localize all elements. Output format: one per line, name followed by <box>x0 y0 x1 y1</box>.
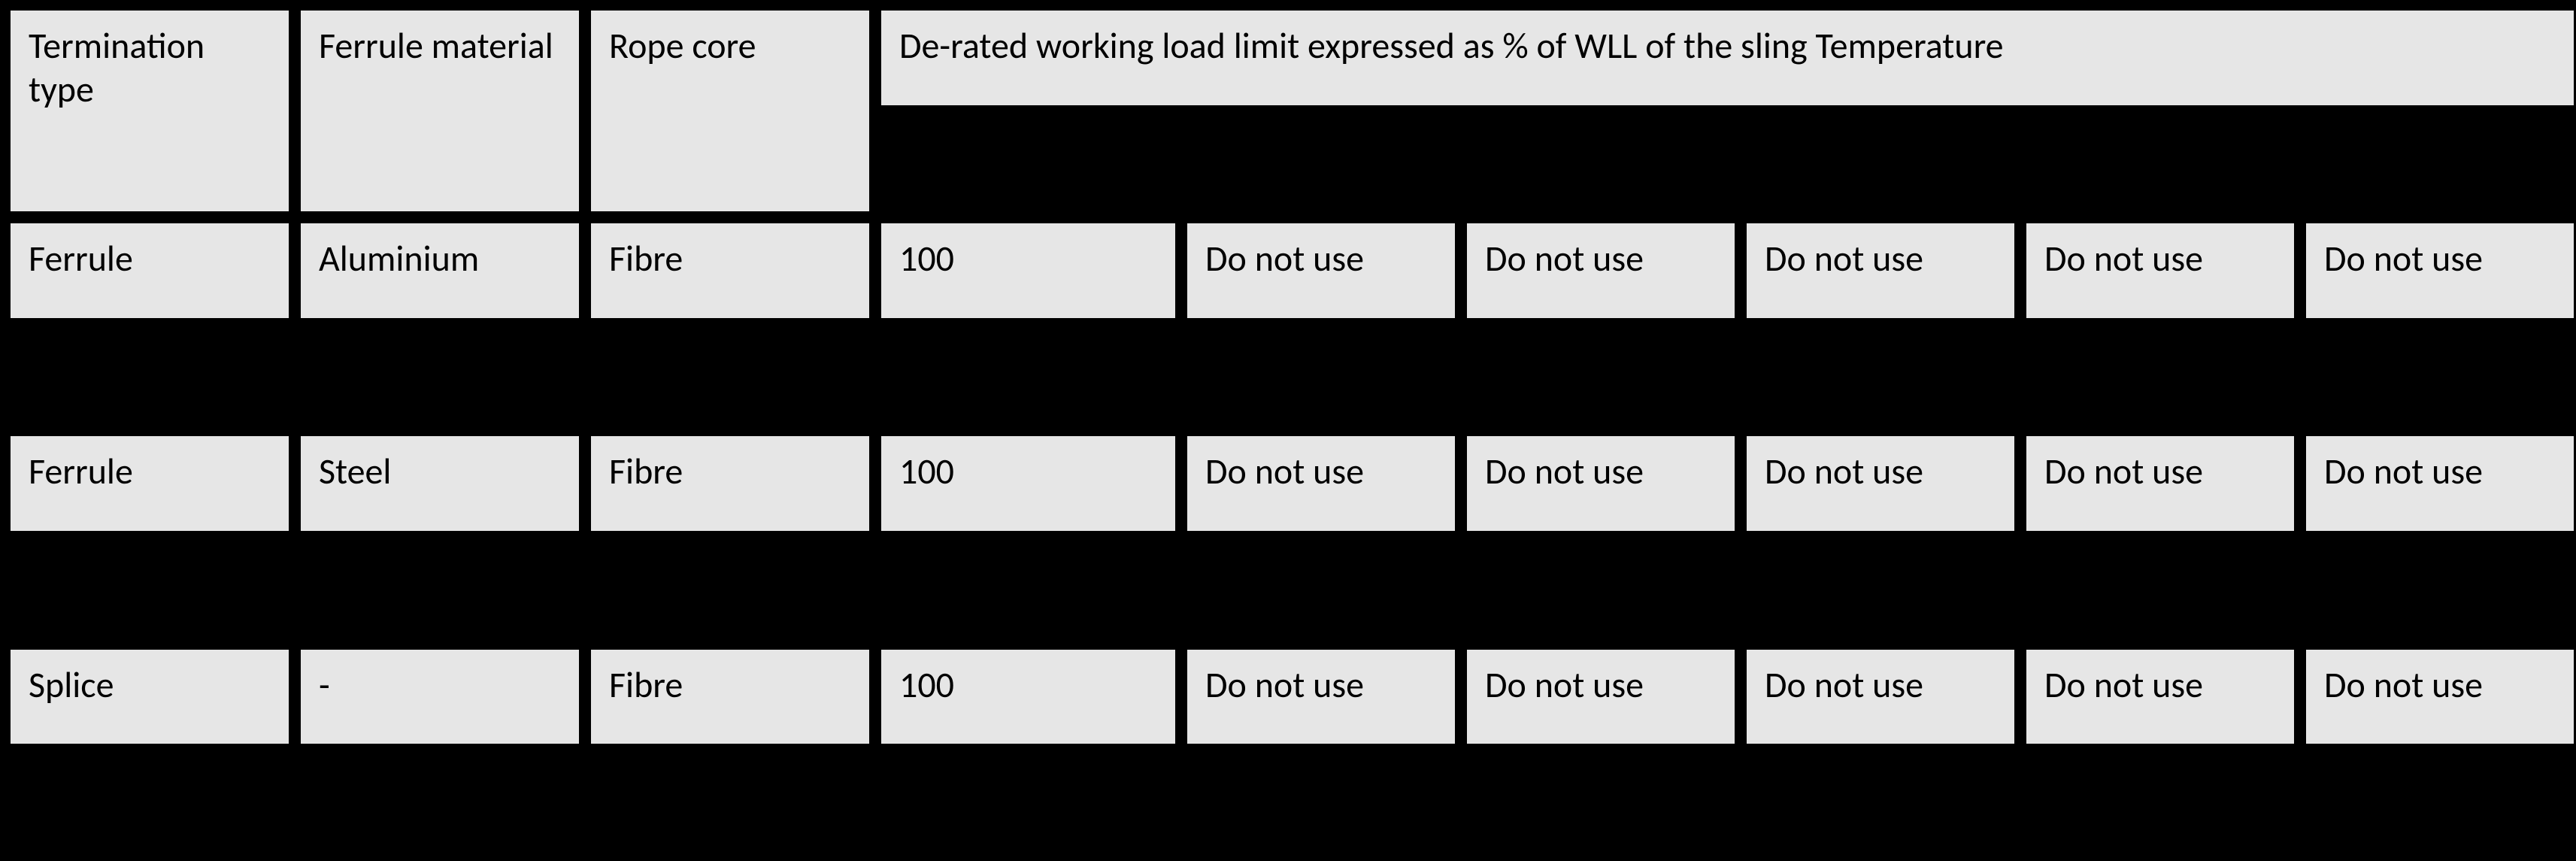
cell-value: 100 <box>880 222 1177 320</box>
cell-value: Do not use <box>2025 541 2296 639</box>
table-header-row: Termination type Ferrule material Rope c… <box>9 9 2575 107</box>
cell-value: 100 <box>880 435 1177 532</box>
cell-value: Do not use <box>2305 222 2575 320</box>
cell-value: Do not use <box>1186 648 1456 746</box>
col-header-ferrule-material: Ferrule material <box>299 9 580 213</box>
temp-range-6: 400°+ <box>2305 116 2575 214</box>
cell-value: Do not use <box>2025 648 2296 746</box>
cell-value: Do not use <box>1745 329 2016 426</box>
cell-rope-core: Steel <box>589 541 871 639</box>
col-header-derated-wll: De-rated working load limit expressed as… <box>880 9 2575 107</box>
temp-range-5: 300° - 400° <box>2025 116 2296 214</box>
cell-rope-core: Steel <box>589 754 871 852</box>
cell-value: 100 <box>1186 329 1456 426</box>
cell-value: Do not use <box>1745 222 2016 320</box>
cell-rope-core: Fibre <box>589 648 871 746</box>
cell-ferrule-material: Aluminium <box>299 222 580 320</box>
cell-rope-core: Fibre <box>589 435 871 532</box>
cell-value: Do not use <box>2025 435 2296 532</box>
cell-value: 75 <box>1465 754 1736 852</box>
table-row: Ferrule Steel Fibre 100 Do not use Do no… <box>9 435 2575 532</box>
temp-range-4: 200° - 300° <box>1745 116 2016 214</box>
cell-value: Do not use <box>2025 329 2296 426</box>
cell-termination: Ferrule <box>9 541 290 639</box>
cell-value: 100 <box>880 541 1177 639</box>
cell-value: Do not use <box>2025 754 2296 852</box>
cell-value: 100 <box>880 329 1177 426</box>
cell-value: Do not use <box>2025 222 2296 320</box>
cell-value: Do not use <box>2305 541 2575 639</box>
cell-value: 65 <box>1745 754 2016 852</box>
cell-termination: Splice <box>9 648 290 746</box>
cell-value: Do not use <box>1465 329 1736 426</box>
col-header-termination: Termination type <box>9 9 290 213</box>
temp-range-3: 150° - 200° <box>1465 116 1736 214</box>
cell-value: Do not use <box>2305 329 2575 426</box>
cell-value: 65 <box>1745 541 2016 639</box>
cell-rope-core: Fibre <box>589 222 871 320</box>
cell-termination: Splice <box>9 754 290 852</box>
table-row: Ferrule Aluminium Steel 100 100 Do not u… <box>9 329 2575 426</box>
cell-value: Do not use <box>1745 435 2016 532</box>
temp-range-1: -40° - 100° <box>880 116 1177 214</box>
table-row: Ferrule Steel Steel 100 90 75 65 Do not … <box>9 541 2575 639</box>
cell-termination: Ferrule <box>9 435 290 532</box>
cell-ferrule-material: Aluminium <box>299 329 580 426</box>
cell-termination: Ferrule <box>9 222 290 320</box>
cell-ferrule-material: Steel <box>299 435 580 532</box>
table-row: Ferrule Aluminium Fibre 100 Do not use D… <box>9 222 2575 320</box>
cell-value: Do not use <box>1186 435 1456 532</box>
cell-value: Do not use <box>2305 435 2575 532</box>
table-row: Splice - Steel 100 90 75 65 Do not use D… <box>9 754 2575 852</box>
cell-value: Do not use <box>2305 754 2575 852</box>
cell-value: Do not use <box>1465 435 1736 532</box>
col-header-rope-core: Rope core <box>589 9 871 213</box>
cell-ferrule-material: - <box>299 648 580 746</box>
cell-value: Do not use <box>1465 648 1736 746</box>
cell-rope-core: Steel <box>589 329 871 426</box>
wll-temperature-table: Termination type Ferrule material Rope c… <box>0 0 2576 861</box>
temp-range-2: 100° - 150° <box>1186 116 1456 214</box>
table-row: Splice - Fibre 100 Do not use Do not use… <box>9 648 2575 746</box>
cell-value: 100 <box>880 648 1177 746</box>
cell-ferrule-material: - <box>299 754 580 852</box>
cell-ferrule-material: Steel <box>299 541 580 639</box>
cell-value: 75 <box>1465 541 1736 639</box>
cell-value: 100 <box>880 754 1177 852</box>
cell-value: Do not use <box>1465 222 1736 320</box>
cell-value: Do not use <box>1186 222 1456 320</box>
cell-value: 90 <box>1186 541 1456 639</box>
cell-value: Do not use <box>2305 648 2575 746</box>
cell-value: 90 <box>1186 754 1456 852</box>
cell-termination: Ferrule <box>9 329 290 426</box>
cell-value: Do not use <box>1745 648 2016 746</box>
